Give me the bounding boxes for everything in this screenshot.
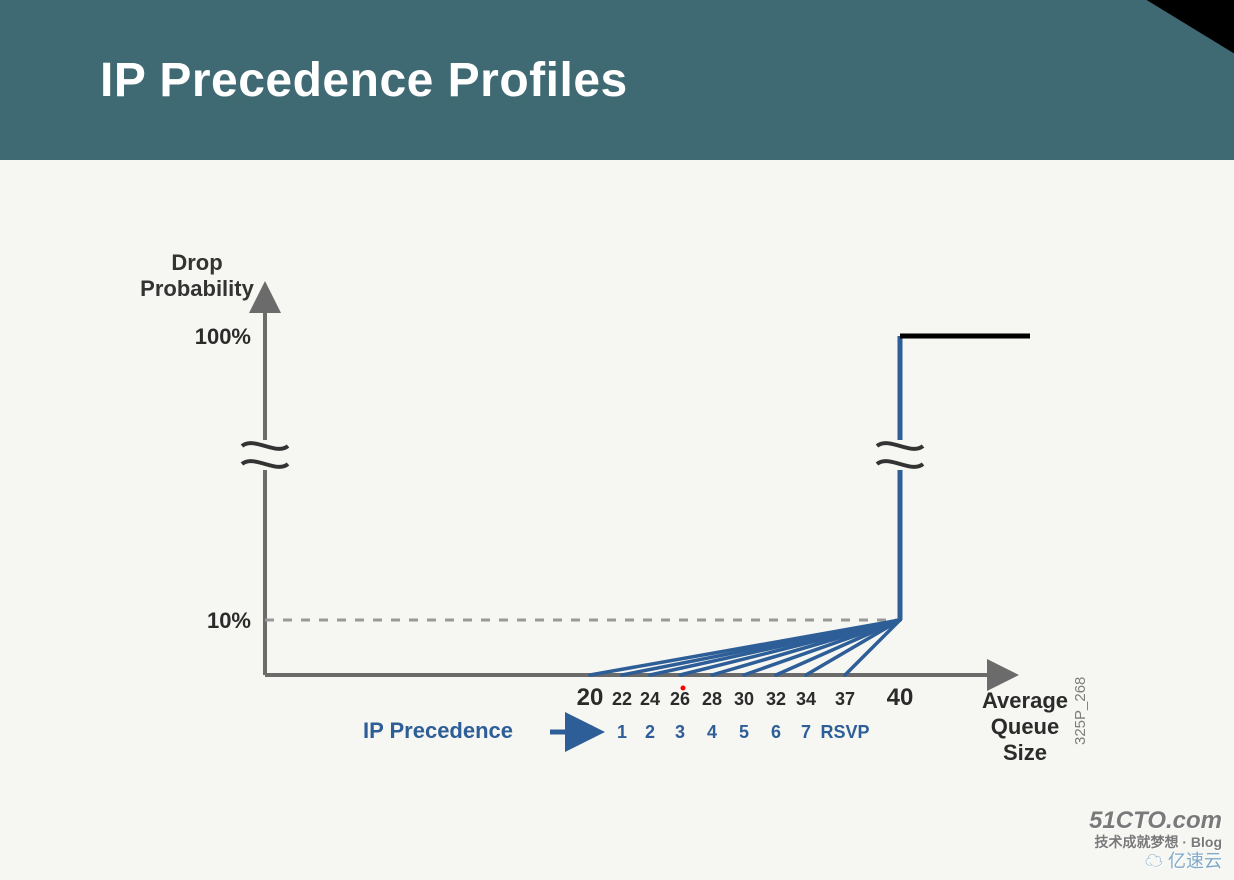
- cloud-icon: ☁: [1145, 851, 1163, 871]
- svg-text:24: 24: [640, 689, 660, 709]
- svg-text:30: 30: [734, 689, 754, 709]
- svg-text:Probability: Probability: [140, 276, 254, 301]
- chart-container: 100% 10% DropProbability 20 0 22 1 24 2 26 3 28 4 30 5…: [0, 160, 1234, 880]
- svg-text:22: 22: [612, 689, 632, 709]
- svg-text:37: 37: [835, 689, 855, 709]
- svg-text:7: 7: [801, 722, 811, 742]
- svg-text:IP Precedence: IP Precedence: [363, 718, 513, 743]
- svg-text:325P_268: 325P_268: [1072, 677, 1089, 745]
- slide-title: IP Precedence Profiles: [100, 53, 628, 108]
- slide-header: IP Precedence Profiles: [0, 0, 1234, 160]
- watermark-group: 51CTO.com 技术成就梦想 · Blog ☁ 亿速云: [1089, 808, 1222, 872]
- svg-text:28: 28: [702, 689, 722, 709]
- svg-text:32: 32: [766, 689, 786, 709]
- svg-text:20: 20: [577, 684, 604, 711]
- svg-text:26: 26: [670, 689, 690, 709]
- svg-text:100%: 100%: [195, 324, 251, 349]
- corner-fold-icon: [1145, 0, 1234, 54]
- svg-text:6: 6: [771, 722, 781, 742]
- svg-text:RSVP: RSVP: [820, 722, 869, 742]
- svg-text:40: 40: [887, 684, 914, 711]
- svg-text:Size: Size: [1003, 740, 1047, 765]
- svg-text:34: 34: [796, 689, 816, 709]
- svg-text:Average: Average: [982, 688, 1068, 713]
- watermark-main: 51CTO.com: [1089, 808, 1222, 834]
- svg-text:5: 5: [739, 722, 749, 742]
- svg-text:4: 4: [707, 722, 717, 742]
- svg-text:Queue: Queue: [991, 714, 1059, 739]
- svg-text:3: 3: [675, 722, 685, 742]
- watermark-sub: 技术成就梦想 · Blog: [1089, 835, 1222, 850]
- svg-text:1: 1: [617, 722, 627, 742]
- precedence-chart: 100% 10% DropProbability 20 0 22 1 24 2 26 3 28 4 30 5…: [0, 160, 1234, 880]
- watermark-cloud-text: 亿速云: [1168, 851, 1222, 871]
- svg-text:2: 2: [645, 722, 655, 742]
- svg-text:Drop: Drop: [171, 250, 222, 275]
- watermark-cloud: ☁ 亿速云: [1089, 852, 1222, 872]
- svg-text:0: 0: [585, 722, 595, 742]
- svg-text:10%: 10%: [207, 608, 251, 633]
